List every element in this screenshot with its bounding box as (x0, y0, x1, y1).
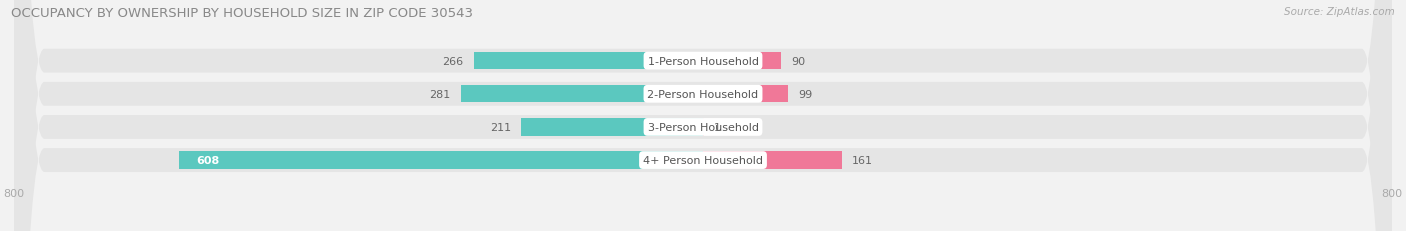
Text: 3-Person Household: 3-Person Household (648, 122, 758, 132)
Text: 608: 608 (197, 155, 219, 165)
Bar (474, 53, 703, 70)
Text: OCCUPANCY BY OWNERSHIP BY HOUSEHOLD SIZE IN ZIP CODE 30543: OCCUPANCY BY OWNERSHIP BY HOUSEHOLD SIZE… (11, 7, 474, 20)
Bar (180, 152, 703, 169)
Text: 90: 90 (790, 56, 806, 66)
Text: Source: ZipAtlas.com: Source: ZipAtlas.com (1284, 7, 1395, 17)
Bar (703, 152, 842, 169)
Text: 1-Person Household: 1-Person Household (648, 56, 758, 66)
Text: 211: 211 (489, 122, 510, 132)
Text: 2-Person Household: 2-Person Household (647, 89, 759, 99)
Bar (522, 119, 703, 136)
Text: 161: 161 (852, 155, 873, 165)
FancyBboxPatch shape (14, 0, 1392, 231)
Text: 1: 1 (714, 122, 721, 132)
FancyBboxPatch shape (14, 0, 1392, 231)
FancyBboxPatch shape (14, 0, 1392, 231)
Text: 281: 281 (429, 89, 451, 99)
Text: 266: 266 (443, 56, 464, 66)
Text: 99: 99 (799, 89, 813, 99)
Bar (703, 53, 780, 70)
FancyBboxPatch shape (14, 0, 1392, 231)
Bar (461, 86, 703, 103)
Text: 4+ Person Household: 4+ Person Household (643, 155, 763, 165)
Bar (703, 86, 789, 103)
